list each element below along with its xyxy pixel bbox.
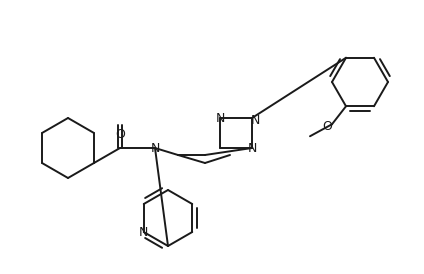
Text: O: O [322, 120, 332, 133]
Text: N: N [151, 141, 160, 155]
Text: N: N [139, 226, 148, 238]
Text: N: N [250, 113, 259, 127]
Text: N: N [215, 112, 225, 124]
Text: N: N [247, 141, 257, 155]
Text: O: O [115, 129, 125, 141]
